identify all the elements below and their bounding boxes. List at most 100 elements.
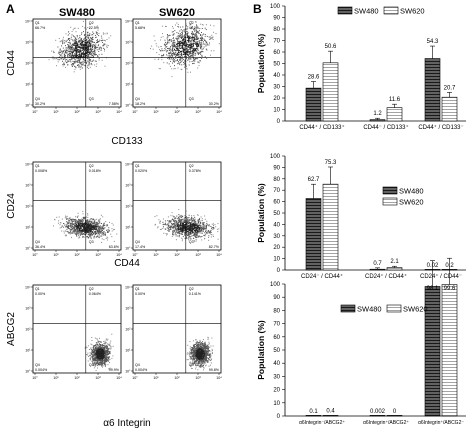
quadrant-q3-value: 99.9% — [109, 368, 120, 372]
y-tick-label: 50 — [273, 348, 280, 354]
quadrant-q3-value: 7.58% — [109, 102, 120, 106]
quadrant-q4-label: Q4 — [135, 97, 140, 101]
quadrant-q3-value: 82.7% — [209, 245, 220, 249]
flow-plot-frame — [132, 18, 222, 108]
y-tick-label: 30 — [273, 234, 280, 240]
y-tick-label: 20 — [273, 245, 280, 251]
flow-x-tick-label: 10° — [32, 253, 38, 257]
flow-density-cloud — [154, 209, 220, 243]
quadrant-q3-label: Q3 — [189, 97, 194, 101]
category-label: α6Integrin⁻/ABCG2⁺ — [299, 420, 345, 426]
flow-y-tick-label: 10⁴ — [25, 285, 31, 289]
y-tick-label: 70 — [273, 39, 280, 45]
flow-x-tick-label: 10¹ — [153, 376, 159, 380]
bar-sw480-3 — [424, 58, 441, 122]
quadrant-q3-label: Q3 — [89, 240, 94, 244]
legend-swatch-sw620 — [382, 197, 398, 206]
bar-sw620-3 — [441, 96, 458, 122]
y-tick-label: 50 — [273, 62, 280, 68]
bar-sw480-2 — [369, 415, 386, 417]
quadrant-q2-value: 0.378% — [189, 169, 202, 173]
quadrant-q1-value: 66.7% — [35, 26, 46, 30]
bar-sw620-2 — [386, 107, 403, 122]
quadrant-q4-value: 18.2% — [135, 102, 146, 106]
flow-x-tick-label: 10² — [174, 110, 180, 114]
bar-sw480-2 — [369, 119, 386, 122]
y-tick-label: 40 — [273, 222, 280, 228]
y-tick-label: 30 — [273, 85, 280, 91]
data-label: 1.2 — [373, 111, 382, 117]
flow-x-tick-label: 10³ — [195, 110, 201, 114]
flow-y-tick-label: 10¹ — [125, 348, 131, 352]
legend-label-sw620: SW620 — [400, 7, 425, 16]
flow-x-tick-label: 10° — [132, 376, 138, 380]
category-label: CD24⁺ / CD44⁺ — [365, 273, 407, 280]
data-label: 0.002 — [370, 409, 386, 415]
flow-y-axis-label: ABCG2 — [6, 312, 17, 346]
flow-x-tick-label: 10⁴ — [116, 376, 122, 380]
bar-sw480-2 — [369, 268, 386, 271]
flow-x-tick-label: 10¹ — [53, 253, 59, 257]
bar-sw620-1 — [322, 62, 339, 122]
flow-x-tick-label: 10¹ — [153, 110, 159, 114]
flow-x-tick-label: 10³ — [95, 376, 101, 380]
quadrant-q4-label: Q4 — [135, 240, 140, 244]
flow-y-tick-label: 10¹ — [125, 82, 131, 86]
chart-legend: SW480 SW620 — [340, 304, 428, 314]
quadrant-q4-value: 17.4% — [135, 245, 146, 249]
flow-density-cloud — [84, 333, 114, 371]
bar-chart-2: 0 10 20 30 40 50 60 70 80 90 100 Population (%) 62.7… — [256, 154, 466, 280]
y-tick-label: 70 — [273, 188, 280, 194]
category-label: CD44⁺ / CD133⁺ — [299, 124, 344, 131]
legend-label-sw620: SW620 — [399, 198, 424, 207]
flow-density-cloud — [150, 20, 220, 78]
legend-label-sw480: SW480 — [354, 7, 379, 16]
legend-swatch-sw480 — [340, 304, 356, 313]
flow-y-tick-label: 10¹ — [25, 348, 31, 352]
quadrant-q4-value: 0.004% — [35, 368, 48, 372]
data-label: 50.6 — [325, 44, 337, 50]
y-tick-label: 50 — [273, 211, 280, 217]
quadrant-q2-label: Q2 — [89, 21, 94, 25]
flow-y-tick-label: 10² — [125, 204, 131, 208]
y-tick-label: 60 — [273, 200, 280, 206]
flow-x-tick-label: 10³ — [95, 253, 101, 257]
bar-sw620-1 — [322, 183, 339, 271]
panel-letter-a: A — [6, 2, 15, 16]
flow-x-tick-label: 10² — [74, 253, 80, 257]
flow-x-tick-label: 10⁴ — [216, 253, 222, 257]
flow-density-cloud — [48, 20, 112, 73]
data-label: 99.6 — [444, 286, 456, 292]
data-label: 11.6 — [389, 97, 401, 103]
quadrant-q2-value: 0.018% — [89, 169, 102, 173]
legend-label-sw480: SW480 — [357, 305, 382, 314]
quadrant-q4-label: Q4 — [35, 97, 40, 101]
quadrant-q2-label: Q2 — [89, 287, 94, 291]
y-tick-label: 70 — [273, 322, 280, 328]
flow-y-axis-label: CD44 — [6, 50, 17, 76]
flow-y-tick-label: 10⁴ — [125, 19, 131, 23]
quadrant-q3-value: 99.8% — [209, 368, 220, 372]
quadrant-q1-value: 0.008% — [35, 169, 48, 173]
quadrant-q2-label: Q2 — [89, 164, 94, 168]
legend-swatch-sw620 — [386, 304, 402, 313]
flow-x-tick-label: 10² — [74, 110, 80, 114]
y-tick-label: 0 — [277, 268, 281, 274]
flow-x-axis-label: CD133 — [111, 136, 143, 147]
quadrant-q2-label: Q2 — [189, 21, 194, 25]
flow-x-tick-label: 10° — [132, 253, 138, 257]
data-label: 0.7 — [373, 261, 382, 267]
quadrant-q1-value: 0.020% — [135, 169, 148, 173]
flow-y-tick-label: 10° — [125, 103, 131, 107]
quadrant-q3-value: 63.6% — [109, 245, 120, 249]
data-label: 0.4 — [326, 408, 335, 414]
flow-y-tick-label: 10³ — [125, 40, 131, 44]
quadrant-q3-label: Q3 — [89, 97, 94, 101]
legend-swatch-sw620 — [383, 6, 399, 15]
quadrant-q2-label: Q2 — [189, 164, 194, 168]
